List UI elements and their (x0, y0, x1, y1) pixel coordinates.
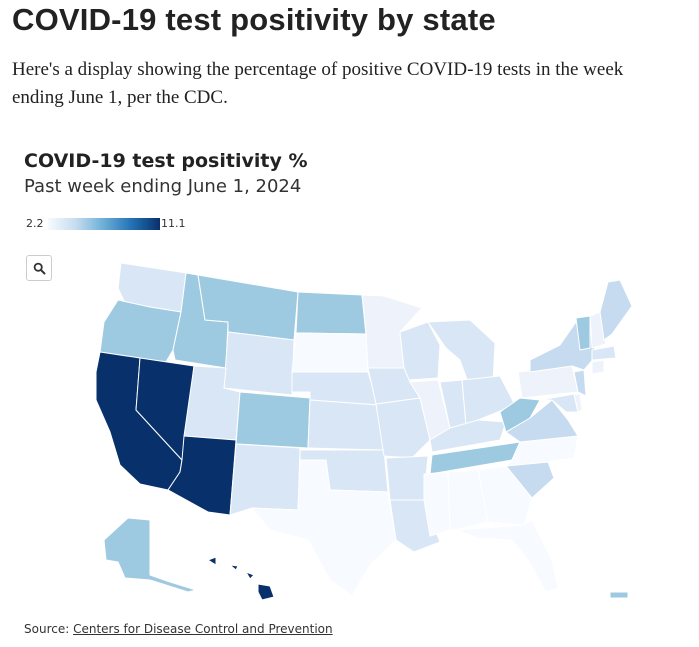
zoom-button[interactable] (26, 255, 52, 281)
state-ohio[interactable] (461, 375, 516, 426)
legend-min-label: 2.2 (26, 217, 44, 230)
state-hawaii[interactable] (207, 556, 275, 601)
page-title: COVID-19 test positivity by state (12, 2, 496, 37)
chart-subtitle: Past week ending June 1, 2024 (24, 176, 302, 197)
legend-gradient (48, 218, 160, 230)
intro-text: Here's a display showing the percentage … (12, 59, 624, 108)
state-missouri[interactable] (375, 397, 431, 459)
state-texas[interactable] (251, 459, 397, 597)
state-colorado[interactable] (235, 391, 311, 449)
state-arkansas[interactable] (385, 455, 429, 501)
state-maine[interactable] (599, 279, 633, 341)
state-north-dakota[interactable] (295, 291, 367, 335)
state-kansas[interactable] (307, 399, 385, 451)
source-link[interactable]: Centers for Disease Control and Preventi… (73, 622, 333, 636)
state-pennsylvania[interactable] (517, 365, 579, 399)
state-alabama[interactable] (447, 469, 489, 531)
source-prefix: Source: (24, 622, 74, 636)
state-florida[interactable] (455, 519, 559, 593)
state-south-dakota[interactable] (291, 332, 369, 373)
state-new-mexico[interactable] (229, 443, 301, 516)
magnifier-icon (33, 262, 46, 275)
state-wyoming[interactable] (223, 331, 295, 396)
state-new-jersey[interactable] (573, 369, 587, 397)
state-alaska[interactable] (103, 517, 197, 593)
state-georgia[interactable] (477, 465, 533, 526)
state-west-virginia[interactable] (499, 397, 541, 433)
state-vermont[interactable] (575, 315, 591, 351)
source-line: Source: Centers for Disease Control and … (24, 622, 333, 636)
legend-max-label: 11.1 (161, 217, 186, 230)
state-connecticut[interactable] (591, 359, 605, 375)
state-mississippi[interactable] (423, 471, 451, 537)
chart-title: COVID-19 test positivity % (24, 150, 308, 172)
state-puerto-rico[interactable] (609, 591, 629, 599)
state-massachusetts[interactable] (591, 345, 617, 361)
state-north-carolina[interactable] (505, 435, 579, 467)
state-delaware[interactable] (573, 393, 583, 413)
state-new-hampshire[interactable] (589, 311, 607, 349)
state-maryland[interactable] (539, 393, 579, 413)
